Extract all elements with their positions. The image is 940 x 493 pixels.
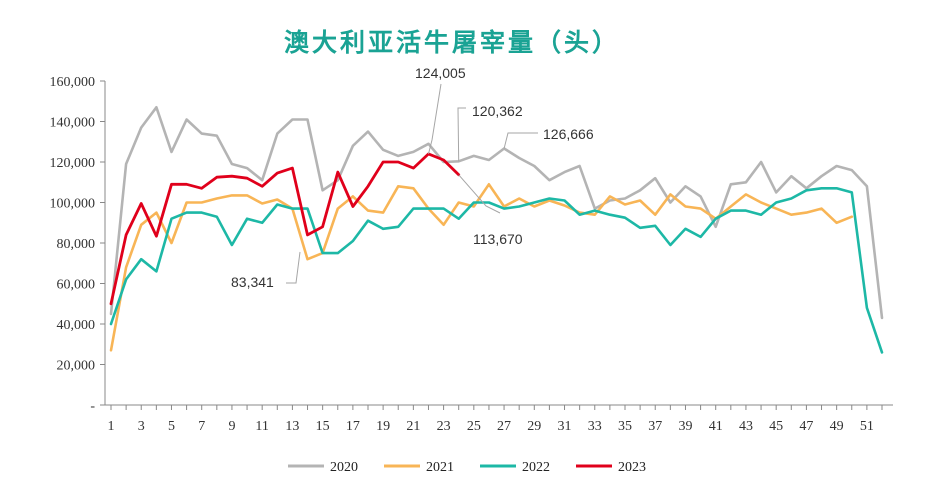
x-tick-label: 27	[497, 419, 511, 434]
x-tick-label: 15	[316, 419, 330, 434]
series-line-2021	[109, 183, 854, 352]
annotation-label-120362: 120,362	[472, 103, 523, 119]
x-tick-label: 31	[558, 419, 572, 434]
annotation-label-126666: 126,666	[543, 126, 594, 142]
x-tick-label: 29	[527, 419, 541, 434]
y-tick-label: 60,000	[57, 278, 96, 293]
annotation-layer: 124,005 120,362 126,666 113,670 83,341	[231, 65, 594, 290]
leader-83341	[286, 251, 301, 284]
x-tick-label: 19	[376, 419, 390, 434]
y-tick-label: 80,000	[57, 237, 96, 252]
series-layer	[109, 106, 884, 354]
x-tick-label: 47	[799, 419, 813, 434]
x-tick-label: 43	[739, 419, 753, 434]
series-line-2023	[109, 152, 461, 306]
x-tick-label: 7	[198, 419, 205, 434]
x-tick-label: 39	[678, 419, 692, 434]
x-tick-label: 41	[709, 419, 723, 434]
series-line-2020	[109, 106, 884, 320]
x-tick-label: 49	[830, 419, 844, 434]
annotation-label-113670: 113,670	[473, 231, 523, 247]
x-tick-label: 13	[285, 419, 299, 434]
x-tick-label: 11	[255, 419, 268, 434]
x-tick-label: 33	[588, 419, 602, 434]
x-axis: 1 3 5 7 9 11 13 15 17 19 21 23 25 27 29 31 33 35 37 39 41 43 4…	[105, 404, 893, 434]
legend-label-2023: 2023	[618, 460, 646, 475]
series-line-2022	[109, 187, 884, 354]
x-tick-label: 23	[437, 419, 451, 434]
annotation-label-124005: 124,005	[415, 65, 466, 81]
legend-label-2022: 2022	[522, 460, 550, 475]
y-tick-label: 160,000	[50, 75, 96, 90]
y-tick-label: 140,000	[50, 116, 96, 131]
x-tick-label: 45	[769, 419, 783, 434]
legend-label-2020: 2020	[330, 460, 358, 475]
leader-113670	[458, 174, 501, 214]
x-tick-label: 3	[138, 419, 145, 434]
x-tick-label: 17	[346, 419, 360, 434]
y-tick-label: 120,000	[50, 156, 96, 171]
y-tick-label: 40,000	[57, 318, 96, 333]
chart-title: 澳大利亚活牛屠宰量（头）	[284, 28, 620, 57]
x-tick-label: 1	[108, 419, 115, 434]
x-tick-label: 35	[618, 419, 632, 434]
x-tick-label: 51	[860, 419, 874, 434]
x-tick-label: 5	[168, 419, 175, 434]
x-tick-label: 37	[648, 419, 662, 434]
legend-label-2021: 2021	[426, 460, 454, 475]
leader-126666	[503, 132, 538, 149]
annotation-label-83341: 83,341	[231, 274, 274, 290]
x-tick-label: 21	[406, 419, 420, 434]
legend: 2020 2021 2022 2023	[288, 460, 646, 475]
leader-120362	[457, 107, 466, 162]
x-tick-label: 25	[467, 419, 481, 434]
y-tick-label: 100,000	[50, 197, 96, 212]
leader-124005	[428, 83, 442, 155]
y-axis: - 20,000 40,000 60,000 80,000 100,000 120,000 1…	[50, 75, 106, 414]
y-tick-label: 20,000	[57, 359, 96, 374]
y-tick-label: -	[90, 399, 95, 414]
x-tick-label: 9	[228, 419, 235, 434]
